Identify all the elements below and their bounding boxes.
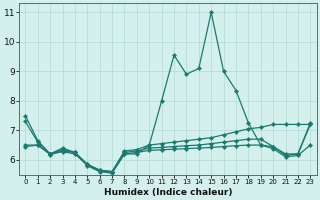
X-axis label: Humidex (Indice chaleur): Humidex (Indice chaleur): [104, 188, 232, 197]
